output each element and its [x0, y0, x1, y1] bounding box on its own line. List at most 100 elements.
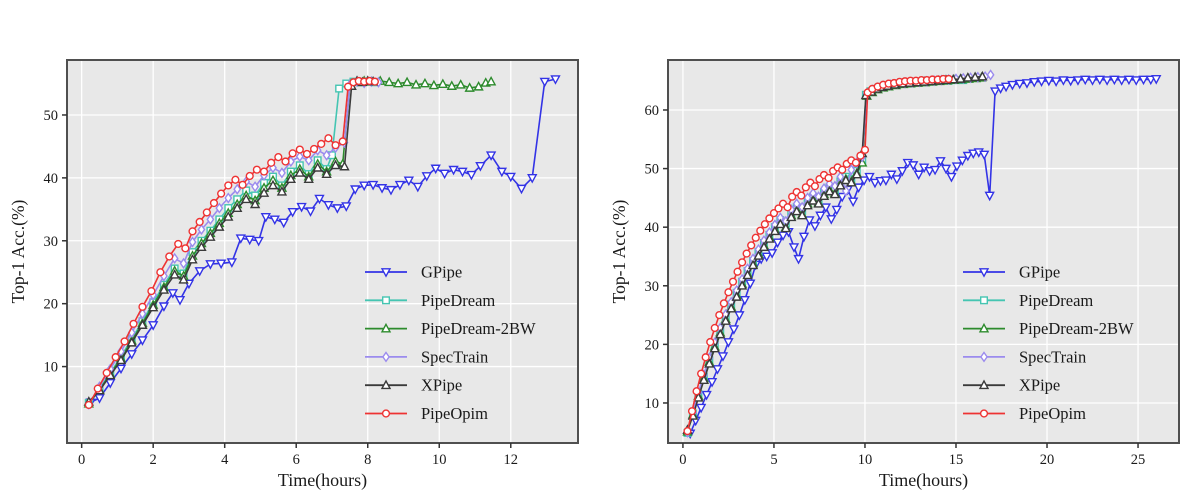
triangle-down-marker	[385, 185, 397, 196]
triangle-up-marker	[978, 322, 990, 333]
triangle-down-marker	[728, 325, 740, 335]
triangle-up-marker	[330, 159, 341, 170]
triangle-down-marker	[886, 170, 897, 181]
triangle-up-marker	[294, 167, 305, 177]
triangle-down-marker	[1000, 82, 1012, 93]
diamond-marker	[986, 69, 995, 81]
triangle-down-marker	[951, 162, 963, 172]
triangle-down-marker	[235, 234, 246, 244]
plot-border	[667, 59, 1180, 444]
circle-marker	[860, 145, 870, 154]
triangle-down-marker	[105, 379, 116, 389]
circle-marker	[267, 158, 276, 167]
y-axis-label: Top-1 Acc.(%)	[609, 199, 629, 303]
triangle-down-marker	[323, 201, 334, 211]
x-tick-label: 25	[1131, 452, 1146, 468]
triangle-up-marker	[223, 211, 234, 221]
triangle-down-marker	[1101, 76, 1113, 86]
triangle-down-marker	[908, 161, 919, 171]
legend-label-GPipe: GPipe	[1019, 263, 1060, 282]
circle-marker	[324, 134, 333, 143]
legend-label-PipeOpim: PipeOpim	[1019, 404, 1086, 423]
triangle-down-marker	[924, 167, 935, 177]
triangle-down-marker	[215, 259, 227, 270]
triangle-up-marker	[115, 354, 127, 365]
circle-marker	[701, 353, 710, 362]
circle-marker	[706, 337, 715, 347]
triangle-down-marker	[1123, 75, 1135, 86]
circle-marker	[129, 319, 138, 328]
triangle-down-marker	[793, 254, 804, 265]
triangle-up-marker	[829, 188, 841, 199]
triangle-up-marker	[720, 315, 731, 325]
triangle-up-marker	[380, 322, 392, 333]
chart-svg: 0 2 4 6 8 10 12 10 20 30 40 50 Time(hours) Top-1 Acc.…	[8, 59, 579, 491]
y-tick-label: 40	[44, 171, 59, 187]
triangle-up-marker	[786, 211, 797, 222]
triangle-down-marker	[137, 336, 148, 346]
triangle-down-marker	[962, 151, 974, 162]
triangle-down-marker	[1151, 75, 1162, 85]
plot-border	[66, 59, 579, 444]
triangle-up-marker	[312, 162, 323, 172]
circle-marker	[120, 337, 129, 346]
left-chart: 0 2 4 6 8 10 12 10 20 30 40 50 Time(hours) Top-1 Acc.…	[8, 59, 579, 491]
triangle-down-marker	[350, 185, 361, 195]
triangle-up-marker	[214, 221, 225, 231]
y-tick-label: 10	[645, 396, 660, 412]
triangle-up-marker	[158, 284, 170, 294]
diamond-marker	[847, 164, 856, 176]
y-tick-label: 50	[44, 108, 59, 124]
circle-marker	[224, 181, 233, 190]
diamond-marker	[322, 149, 331, 161]
x-tick-label: 8	[364, 452, 371, 468]
triangle-down-marker	[1138, 75, 1149, 86]
triangle-up-marker	[698, 374, 710, 385]
triangle-up-marker	[410, 79, 422, 89]
diamond-marker	[215, 202, 224, 214]
triangle-up-marker	[715, 328, 726, 339]
triangle-down-marker	[1050, 77, 1062, 87]
triangle-up-marker	[818, 190, 830, 201]
legend-label-PipeDream: PipeDream	[1019, 291, 1093, 310]
triangle-down-marker	[1094, 75, 1105, 86]
circle-marker	[715, 310, 724, 320]
triangle-up-marker	[384, 76, 395, 87]
circle-marker	[747, 241, 756, 250]
triangle-down-marker	[712, 365, 723, 375]
triangle-up-marker	[169, 269, 180, 279]
circle-marker	[138, 302, 147, 311]
triangle-up-marker	[802, 199, 813, 210]
triangle-down-marker	[527, 173, 538, 184]
triangle-down-marker	[1131, 76, 1142, 86]
circle-marker	[93, 384, 102, 393]
triangle-down-marker	[421, 172, 432, 182]
legend-label-PipeDream-2BW: PipeDream-2BW	[1019, 319, 1134, 338]
triangle-up-marker	[187, 253, 198, 264]
triangle-up-marker	[791, 205, 802, 216]
triangle-down-marker	[745, 279, 756, 290]
circle-marker	[147, 286, 156, 296]
triangle-down-marker	[296, 202, 307, 213]
y-tick-label: 10	[44, 360, 59, 376]
circle-marker	[944, 74, 953, 84]
triangle-down-marker	[968, 149, 979, 160]
circle-marker	[733, 267, 742, 276]
circle-marker	[370, 77, 379, 86]
legend-label-GPipe: GPipe	[421, 263, 462, 282]
triangle-up-marker	[780, 222, 791, 233]
triangle-up-marker	[428, 79, 440, 90]
circle-marker	[302, 149, 312, 159]
triangle-down-marker	[539, 77, 550, 88]
triangle-down-marker	[826, 215, 837, 225]
triangle-down-marker	[929, 165, 941, 176]
y-axis-label: Top-1 Acc.(%)	[8, 199, 28, 303]
square-marker	[382, 296, 391, 305]
triangle-down-marker	[158, 302, 170, 312]
triangle-down-marker	[809, 222, 821, 232]
triangle-down-marker	[380, 268, 392, 278]
triangle-down-marker	[550, 75, 561, 85]
circle-marker	[209, 198, 219, 208]
triangle-down-marker	[205, 260, 216, 270]
circle-marker	[724, 288, 733, 297]
